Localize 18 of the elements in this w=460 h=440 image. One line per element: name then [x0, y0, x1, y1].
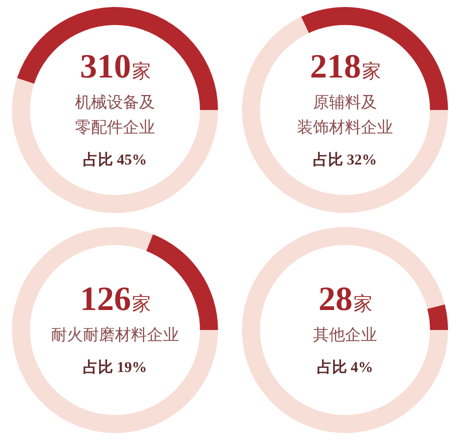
text: 原辅料及装饰材料企业: [297, 94, 393, 136]
donut-slice: [301, 7, 448, 110]
text: 耐火耐磨材料企业: [51, 326, 179, 344]
text: 机械设备及零配件企业: [75, 94, 155, 136]
donut-slice: [242, 16, 448, 213]
text: 218家: [310, 48, 381, 86]
text: 占比 4%: [316, 359, 374, 376]
text: 其他企业: [313, 326, 377, 344]
donut-slice: [12, 227, 218, 433]
text: 310家: [80, 48, 151, 86]
donut-slice: [427, 304, 448, 330]
text: 占比 45%: [83, 152, 147, 168]
text: 28家: [318, 281, 372, 318]
text: 占比 32%: [313, 152, 377, 168]
text: 126家: [80, 281, 151, 318]
text: 占比 19%: [83, 359, 147, 376]
donut-slice: [17, 7, 218, 110]
donut-slice: [242, 227, 448, 433]
